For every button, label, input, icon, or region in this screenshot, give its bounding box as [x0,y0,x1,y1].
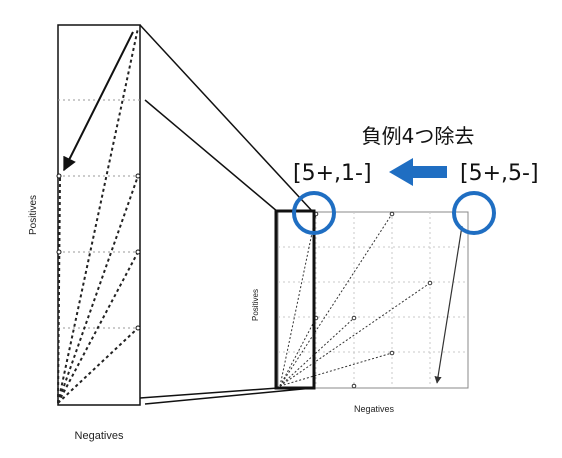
right-panel-arrow [434,225,463,384]
zoom-connector-lines [139,24,314,405]
left-panel-ylabel: Positives [28,195,39,235]
right-panel-frame [277,211,469,389]
right-panel-dotted-paths [279,213,431,387]
zoom-region-box [274,209,316,390]
left-panel-arrow [63,31,134,172]
right-panel-xlabel: Negatives [354,404,395,414]
left-panel-dotted-paths [57,27,139,404]
to-label: [5+,1-] [293,161,372,186]
right-panel-grid [278,212,468,388]
left-panel-points [56,173,141,331]
left-panel-frame [57,24,141,406]
right-full-panel: Positives Negatives [251,209,469,414]
right-panel-ylabel: Positives [251,289,260,321]
annotation-title: 負例4つ除去 [362,124,475,148]
left-panel-xlabel: Negatives [75,430,124,442]
source-circle [452,191,496,235]
right-panel-points [313,211,433,389]
removal-arrow [389,158,447,186]
from-label: [5+,5-] [460,161,539,186]
removal-annotation: 負例4つ除去 [5+,1-] [5+,5-] [292,124,539,235]
target-circle [292,191,336,235]
left-zoom-panel: Positives Negatives [28,24,141,442]
